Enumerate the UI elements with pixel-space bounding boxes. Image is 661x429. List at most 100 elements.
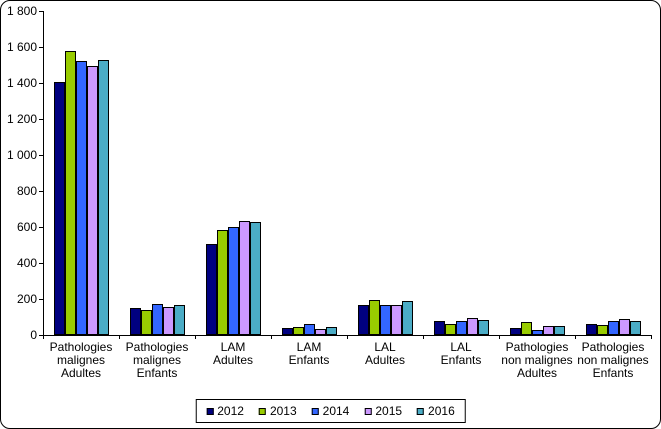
x-axis-label-line: LAM: [296, 340, 322, 354]
x-axis-label-line: malignes: [56, 353, 106, 367]
bar-2014-lam-enfants: [304, 324, 315, 335]
bar-2014-pathologies-non-malignes-adultes: [532, 330, 543, 335]
x-axis-tick: [423, 335, 424, 339]
bar-2012-pathologies-malignes-enfants: [130, 308, 141, 335]
bar-2016-pathologies-non-malignes-enfants: [630, 321, 641, 335]
x-axis-tick: [119, 335, 120, 339]
y-axis-tick-label: 600: [16, 220, 37, 234]
y-axis-tick-label: 0: [30, 328, 37, 342]
y-axis-tick: [39, 335, 43, 336]
bar-2016-pathologies-malignes-adultes: [98, 60, 109, 335]
legend-item-2013: 2013: [258, 404, 297, 418]
x-axis-label-line: Pathologies: [125, 340, 189, 354]
x-axis-category-label-lal-adultes: LAL Adultes: [339, 341, 431, 367]
bar-2014-lal-adultes: [380, 305, 391, 335]
legend-item-2015: 2015: [364, 405, 402, 417]
y-axis-tick-label: 400: [16, 256, 37, 270]
legend-label: 2016: [428, 404, 455, 418]
y-axis-line: [43, 11, 44, 336]
legend-label: 2012: [217, 404, 244, 418]
legend: 2012 2013 2014 2015 2016: [195, 399, 466, 423]
bar-2012-pathologies-non-malignes-adultes: [510, 328, 521, 335]
y-axis-tick: [39, 299, 43, 300]
y-axis-tick-label: 1 200: [6, 112, 37, 126]
x-axis-label-line: LAL: [374, 340, 396, 354]
bar-2016-pathologies-malignes-enfants: [174, 305, 185, 335]
bar-2013-lal-adultes: [369, 300, 380, 335]
bar-2015-pathologies-malignes-enfants: [163, 307, 174, 335]
bar-2015-lam-adultes: [239, 221, 250, 335]
bar-2014-pathologies-malignes-adultes: [76, 61, 87, 335]
x-axis-label-line: Adultes: [212, 353, 254, 367]
y-axis-tick: [39, 263, 43, 264]
y-axis-tick: [39, 155, 43, 156]
y-axis-tick: [39, 47, 43, 48]
y-axis-tick-label: 1 000: [6, 148, 37, 162]
legend-item-2012: 2012: [206, 405, 244, 417]
legend-swatch-2015: [364, 407, 372, 415]
bar-2016-lal-enfants: [478, 320, 489, 335]
x-axis-label-line: malignes: [132, 353, 182, 367]
x-axis-tick: [499, 335, 500, 339]
y-axis-tick-label: 800: [16, 184, 37, 198]
x-axis-label-line: Enfants: [440, 353, 482, 367]
bar-2013-pathologies-malignes-adultes: [65, 51, 76, 335]
bar-2016-pathologies-non-malignes-adultes: [554, 326, 565, 335]
bar-2012-lam-adultes: [206, 244, 217, 335]
bar-2015-pathologies-malignes-adultes: [87, 66, 98, 335]
bar-2016-lam-enfants: [326, 327, 337, 335]
x-axis-label-line: LAM: [220, 340, 246, 354]
y-axis-tick: [39, 11, 43, 12]
x-axis-label-line: Adultes: [60, 366, 102, 380]
bar-2015-lal-adultes: [391, 305, 402, 335]
x-axis-label-line: Pathologies: [581, 340, 645, 354]
bar-2013-pathologies-non-malignes-enfants: [597, 325, 608, 335]
bar-2014-pathologies-non-malignes-enfants: [608, 321, 619, 335]
y-axis-tick: [39, 191, 43, 192]
x-axis-category-label-lam-adultes: LAM Adultes: [187, 341, 279, 367]
legend-swatch-2013: [258, 407, 266, 415]
bar-2015-lal-enfants: [467, 318, 478, 335]
x-axis-category-label-lal-enfants: LAL Enfants: [415, 341, 507, 367]
bar-2012-lal-adultes: [358, 305, 369, 335]
x-axis-tick: [651, 335, 652, 339]
bar-2015-pathologies-non-malignes-enfants: [619, 319, 630, 335]
x-axis-label-line: Enfants: [288, 353, 330, 367]
x-axis-label-line: Pathologies: [49, 340, 113, 354]
bar-2012-lal-enfants: [434, 321, 445, 335]
x-axis-label-line: LAL: [450, 340, 472, 354]
x-axis-label-line: Adultes: [516, 366, 558, 380]
bar-2012-pathologies-non-malignes-enfants: [586, 324, 597, 335]
x-axis-category-label-pathologies-non-malignes-adultes: Pathologies non malignes Adultes: [491, 341, 583, 380]
legend-item-2016: 2016: [417, 405, 455, 417]
x-axis-category-label-pathologies-non-malignes-enfants: Pathologies non malignes Enfants: [567, 341, 659, 380]
x-axis-label-line: Pathologies: [505, 340, 569, 354]
x-axis-label-line: non malignes: [577, 353, 649, 367]
x-axis-tick: [195, 335, 196, 339]
x-axis-category-label-pathologies-malignes-adultes: Pathologies malignes Adultes: [35, 341, 127, 380]
bar-2013-lal-enfants: [445, 324, 456, 335]
bar-2016-lal-adultes: [402, 301, 413, 335]
x-axis-label-line: non malignes: [501, 353, 573, 367]
bar-2013-pathologies-malignes-enfants: [141, 310, 152, 335]
bar-2013-lam-enfants: [293, 327, 304, 335]
bar-2014-lam-adultes: [228, 227, 239, 335]
legend-swatch-2016: [417, 407, 425, 415]
bar-2015-lam-enfants: [315, 329, 326, 335]
bar-2015-pathologies-non-malignes-adultes: [543, 326, 554, 335]
bar-2012-pathologies-malignes-adultes: [54, 82, 65, 335]
legend-label: 2013: [269, 404, 297, 418]
x-axis-label-line: Enfants: [592, 366, 634, 380]
y-axis-tick-label: 1 400: [6, 76, 37, 90]
legend-label: 2014: [322, 404, 350, 418]
legend-label: 2015: [375, 404, 403, 418]
bar-2014-lal-enfants: [456, 321, 467, 335]
bar-2013-lam-adultes: [217, 230, 228, 335]
x-axis-category-label-lam-enfants: LAM Enfants: [263, 341, 355, 367]
x-axis-tick: [43, 335, 44, 339]
legend-swatch-2012: [206, 407, 214, 415]
y-axis-tick-label: 1 600: [6, 40, 37, 54]
x-axis-label-line: Enfants: [136, 366, 178, 380]
y-axis-tick: [39, 227, 43, 228]
